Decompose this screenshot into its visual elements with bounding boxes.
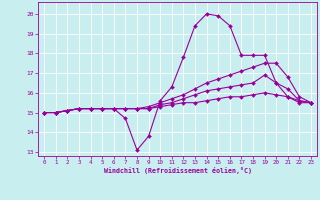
X-axis label: Windchill (Refroidissement éolien,°C): Windchill (Refroidissement éolien,°C) <box>104 167 252 174</box>
